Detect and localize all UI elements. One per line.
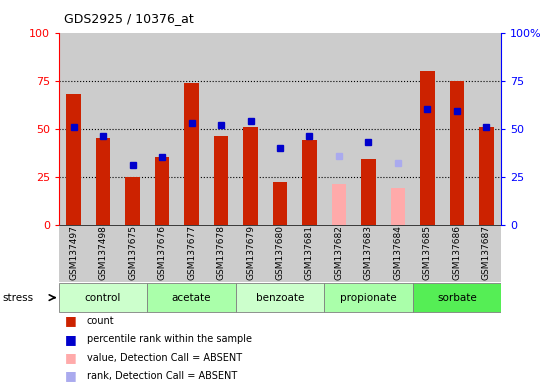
Bar [413, 283, 501, 312]
Bar [96, 138, 110, 225]
Bar [265, 225, 295, 282]
Text: GSM137680: GSM137680 [276, 225, 284, 280]
Bar [383, 33, 413, 225]
Text: ■: ■ [64, 369, 76, 382]
Text: GSM137685: GSM137685 [423, 225, 432, 280]
Bar [332, 184, 346, 225]
Bar [413, 33, 442, 225]
Bar [147, 225, 177, 282]
Bar [390, 188, 405, 225]
Text: propionate: propionate [340, 293, 397, 303]
Bar [118, 33, 147, 225]
Bar [324, 33, 354, 225]
Text: GSM137675: GSM137675 [128, 225, 137, 280]
Text: GSM137687: GSM137687 [482, 225, 491, 280]
Bar [177, 33, 206, 225]
Bar [413, 225, 442, 282]
Text: GSM137683: GSM137683 [364, 225, 373, 280]
Bar [125, 177, 140, 225]
Bar [206, 33, 236, 225]
Bar [184, 83, 199, 225]
Bar [88, 33, 118, 225]
Text: stress: stress [3, 293, 34, 303]
Bar [383, 225, 413, 282]
Text: GSM137686: GSM137686 [452, 225, 461, 280]
Text: GSM137498: GSM137498 [99, 225, 108, 280]
Bar [155, 157, 169, 225]
Bar [354, 225, 383, 282]
Text: percentile rank within the sample: percentile rank within the sample [87, 334, 252, 344]
Bar [88, 225, 118, 282]
Bar [295, 225, 324, 282]
Bar [236, 225, 265, 282]
Text: control: control [85, 293, 121, 303]
Bar [354, 33, 383, 225]
Text: benzoate: benzoate [256, 293, 304, 303]
Text: rank, Detection Call = ABSENT: rank, Detection Call = ABSENT [87, 371, 237, 381]
Bar [213, 136, 228, 225]
Bar [265, 33, 295, 225]
Text: acetate: acetate [172, 293, 211, 303]
Text: GSM137678: GSM137678 [217, 225, 226, 280]
Text: GSM137684: GSM137684 [394, 225, 403, 280]
Text: GSM137497: GSM137497 [69, 225, 78, 280]
Text: value, Detection Call = ABSENT: value, Detection Call = ABSENT [87, 353, 242, 362]
Text: GSM137679: GSM137679 [246, 225, 255, 280]
Bar [66, 94, 81, 225]
Bar [479, 127, 494, 225]
Bar [59, 33, 88, 225]
Bar [243, 127, 258, 225]
Bar [118, 225, 147, 282]
Bar [472, 33, 501, 225]
Bar [236, 283, 324, 312]
Text: ■: ■ [64, 314, 76, 327]
Text: GSM137677: GSM137677 [187, 225, 196, 280]
Bar [147, 33, 177, 225]
Bar [59, 283, 147, 312]
Bar [450, 81, 464, 225]
Bar [472, 225, 501, 282]
Text: ■: ■ [64, 351, 76, 364]
Bar [273, 182, 287, 225]
Text: GSM137676: GSM137676 [157, 225, 166, 280]
Text: GSM137682: GSM137682 [334, 225, 343, 280]
Bar [59, 225, 88, 282]
Bar [442, 33, 472, 225]
Text: count: count [87, 316, 114, 326]
Text: GSM137681: GSM137681 [305, 225, 314, 280]
Bar [442, 225, 472, 282]
Bar [295, 33, 324, 225]
Bar [147, 283, 236, 312]
Bar [324, 225, 354, 282]
Bar [177, 225, 206, 282]
Text: ■: ■ [64, 333, 76, 346]
Bar [206, 225, 236, 282]
Text: GDS2925 / 10376_at: GDS2925 / 10376_at [64, 12, 194, 25]
Bar [420, 71, 435, 225]
Bar [324, 283, 413, 312]
Bar [236, 33, 265, 225]
Bar [361, 159, 376, 225]
Bar [302, 140, 317, 225]
Text: sorbate: sorbate [437, 293, 477, 303]
